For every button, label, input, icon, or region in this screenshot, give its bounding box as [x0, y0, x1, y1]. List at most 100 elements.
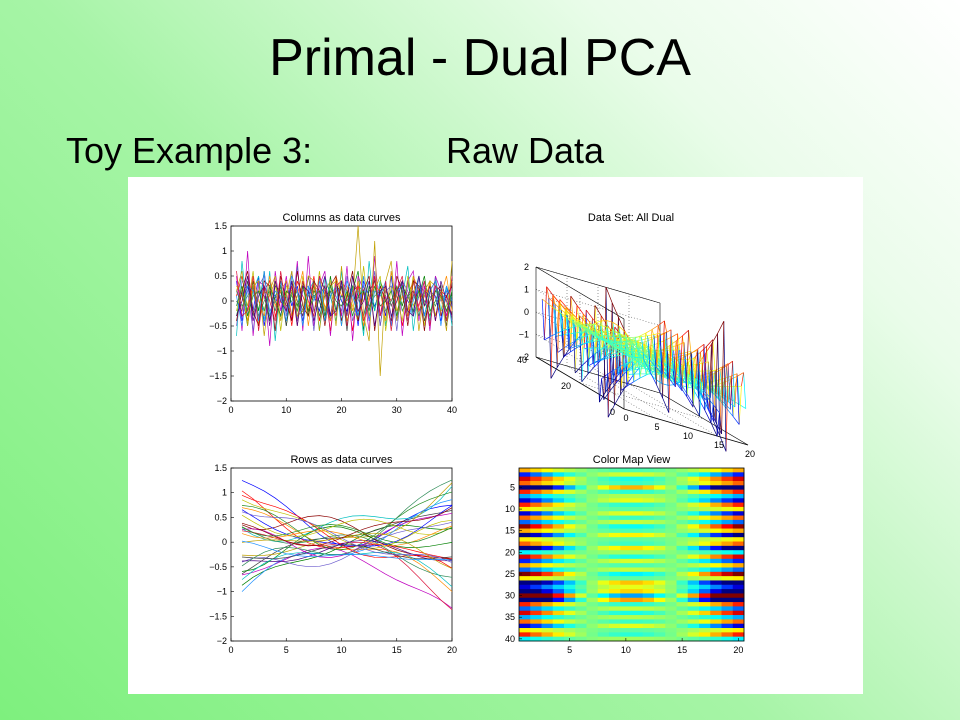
- p4-cell: [530, 528, 542, 534]
- p2-mesh-line: [701, 376, 708, 380]
- p4-cell: [586, 489, 599, 495]
- p4-cell: [732, 550, 745, 555]
- p4-cell: [586, 515, 599, 521]
- p2-mesh-line: [641, 362, 649, 366]
- p4-cell: [665, 532, 677, 538]
- p4-cell: [609, 532, 621, 538]
- p4-cell: [586, 537, 599, 542]
- p3-xtick-label: 0: [228, 645, 233, 655]
- p4-cell: [676, 498, 689, 503]
- p2-mesh-line: [544, 286, 547, 340]
- p4-cell: [676, 472, 689, 478]
- p3-series-line: [241, 480, 453, 547]
- p1-ytick-label: −1: [217, 346, 227, 356]
- p4-cell: [732, 597, 745, 603]
- subtitle-right: Raw Data: [446, 130, 605, 171]
- p2-mesh-line: [664, 333, 668, 366]
- p4-cell: [710, 584, 722, 590]
- p4-cell: [732, 593, 745, 599]
- p2-mesh-line: [571, 316, 578, 323]
- p4-cell: [541, 468, 554, 473]
- p2-mesh-line: [667, 350, 670, 375]
- p4-cell: [710, 511, 722, 516]
- p4-cell: [665, 615, 677, 620]
- p4-cell: [552, 468, 565, 473]
- p2-mesh-line: [710, 339, 714, 398]
- p4-cell: [699, 519, 711, 525]
- p3-series-line: [241, 524, 453, 544]
- p2-mesh-line: [685, 356, 688, 381]
- p4-cell: [541, 571, 554, 577]
- p4-cell: [732, 632, 745, 638]
- p4-cell: [597, 545, 610, 551]
- p2-gridline: [535, 266, 625, 320]
- p4-cell: [676, 589, 689, 594]
- p2-mesh-line: [566, 317, 574, 322]
- p2-mesh-line: [670, 329, 674, 371]
- p2-mesh-line: [546, 286, 550, 298]
- p4-cell: [541, 589, 554, 594]
- p2-mesh-line: [728, 401, 736, 408]
- p4-cell: [654, 606, 666, 612]
- p2-mesh-line: [668, 378, 676, 388]
- p2-mesh-line: [703, 344, 707, 401]
- p4-cell: [541, 619, 554, 625]
- p2-mesh-line: [609, 382, 617, 392]
- p4-cell: [732, 628, 745, 633]
- p4-ytick-label: 10: [505, 504, 515, 514]
- p3-series-line: [241, 526, 453, 572]
- p4-cell: [642, 558, 655, 564]
- p4-cell: [710, 589, 722, 594]
- p4-cell: [699, 550, 711, 555]
- p4-cell: [575, 519, 587, 525]
- p4-cell: [541, 636, 554, 642]
- p4-cell: [710, 615, 722, 620]
- p4-cell: [710, 528, 722, 534]
- p4-cell: [710, 602, 722, 607]
- p2-mesh-line: [581, 328, 584, 367]
- p4-cell: [519, 476, 531, 482]
- p4-cell: [597, 528, 610, 534]
- p2-mesh-line: [570, 347, 577, 353]
- p4-cell: [721, 480, 734, 486]
- p4-cell: [541, 606, 554, 612]
- p4-cell: [687, 472, 700, 478]
- p4-cell: [654, 528, 666, 534]
- p4-cell: [699, 619, 711, 625]
- p4-cell: [732, 584, 745, 590]
- p4-cell: [597, 567, 610, 573]
- p4-cell: [519, 537, 531, 542]
- p4-cell: [676, 567, 689, 573]
- p2-mesh-line: [567, 314, 574, 321]
- p2-mesh-line: [593, 347, 597, 368]
- p4-cell: [699, 502, 711, 508]
- p4-cell: [519, 554, 531, 560]
- p4-cell: [631, 524, 644, 529]
- p4-cell: [597, 619, 610, 625]
- p4-cell: [609, 519, 621, 525]
- p4-cell: [541, 489, 554, 495]
- p4-cell: [732, 528, 745, 534]
- p4-cell: [699, 623, 711, 629]
- p2-mesh-line: [604, 335, 611, 338]
- p4-cell: [642, 628, 655, 633]
- p2-mesh-line: [632, 356, 640, 359]
- p2-mesh-line: [609, 344, 613, 384]
- p4-cell: [564, 498, 576, 503]
- p4-cell: [721, 615, 734, 620]
- p4-cell: [597, 623, 610, 629]
- p2-mesh-line: [563, 351, 571, 357]
- p4-cell: [710, 545, 722, 551]
- p4-cell: [541, 610, 554, 616]
- p4-cell: [530, 554, 542, 560]
- p3-series-line: [241, 482, 453, 556]
- p4-cell: [530, 506, 542, 512]
- p4-cell: [530, 524, 542, 529]
- p4-cell: [597, 485, 610, 491]
- p2-mesh-line: [693, 378, 696, 405]
- p4-cell: [597, 606, 610, 612]
- p3-ytick-label: 0.5: [214, 512, 227, 522]
- p4-cell: [597, 593, 610, 599]
- p4-cell: [552, 602, 565, 607]
- p4-cell: [609, 480, 621, 486]
